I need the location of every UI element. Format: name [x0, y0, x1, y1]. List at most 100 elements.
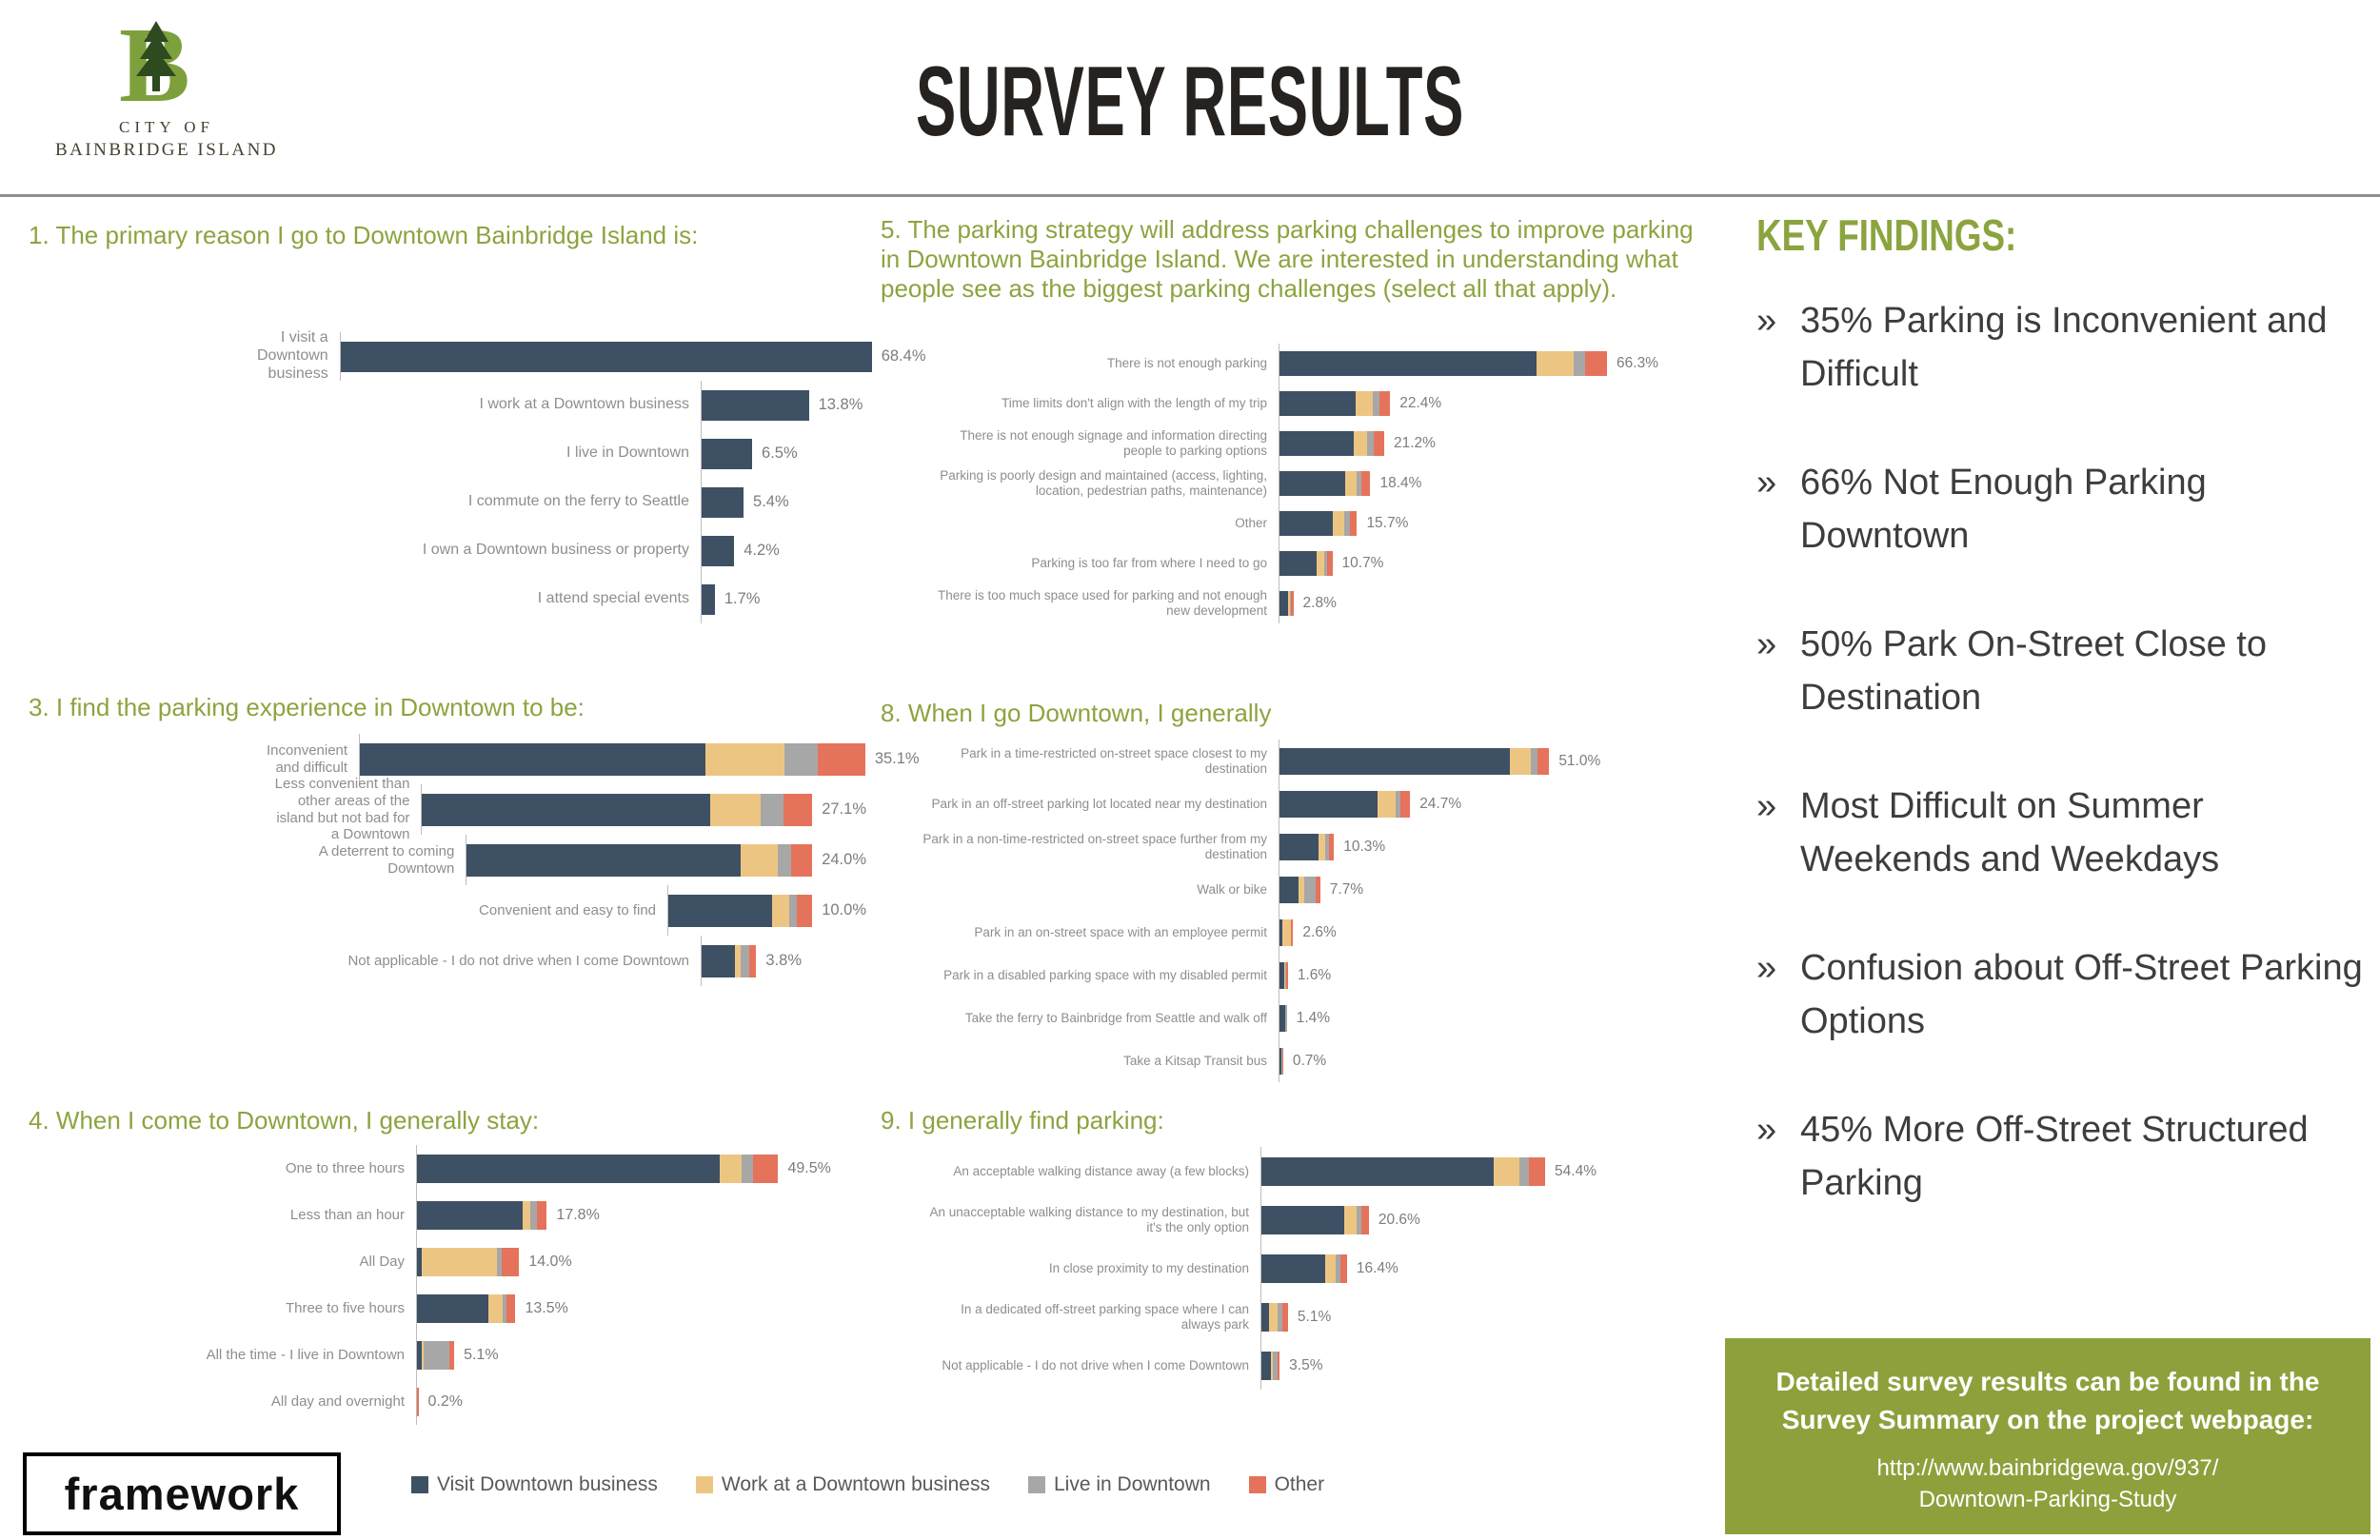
legend-swatch	[1248, 1476, 1266, 1493]
value-label: 24.0%	[822, 851, 866, 868]
bar-segment	[1530, 747, 1538, 775]
bar	[1279, 464, 1371, 503]
category-label: Three to five hours	[285, 1299, 405, 1316]
key-finding-text: 66% Not Enough Parking Downtown	[1800, 463, 2207, 556]
bar	[1279, 740, 1550, 782]
bar-segment	[360, 742, 705, 776]
bar-segment	[1281, 918, 1291, 946]
value-label: 1.6%	[1297, 966, 1332, 983]
bar-segment	[1279, 876, 1299, 903]
bar-segment	[423, 1340, 450, 1370]
bar-segment	[702, 389, 809, 421]
logo-bainbridge-island: BAINBRIDGE ISLAND	[54, 140, 279, 160]
bar-segment	[1537, 747, 1550, 775]
bar-segment	[789, 894, 797, 927]
category-label: Not applicable - I do not drive when I c…	[942, 1357, 1249, 1372]
bar-segment	[1584, 351, 1608, 376]
value-label: 66.3%	[1616, 355, 1658, 371]
webpage-url[interactable]: http://www.bainbridgewa.gov/937/ Downtow…	[1763, 1452, 2332, 1515]
value-label: 0.2%	[427, 1392, 463, 1410]
bar-segment	[1357, 1205, 1362, 1234]
bar-segment	[760, 793, 783, 826]
chart-body: There is not enough parking 66.3% Time lim…	[881, 344, 1718, 623]
value-label: 7.7%	[1329, 880, 1364, 898]
value-label: 3.8%	[765, 952, 803, 969]
chart-row: There is too much space used for parking…	[881, 583, 1718, 623]
legend-label: Live in Downtown	[1053, 1473, 1211, 1495]
bar-segment	[502, 1293, 506, 1323]
bar	[1260, 1293, 1288, 1341]
category-label: There is not enough signage and informat…	[960, 428, 1267, 458]
bar	[701, 381, 809, 429]
bar-segment	[1285, 1004, 1287, 1032]
webpage-url-line2[interactable]: Downtown-Parking-Study	[1918, 1487, 2177, 1512]
bar-segment	[742, 1154, 753, 1183]
category-label: I work at a Downtown business	[479, 396, 689, 413]
value-label: 10.0%	[822, 901, 866, 918]
chart-row: All Day 14.0%	[29, 1238, 866, 1285]
value-label: 15.7%	[1366, 515, 1409, 531]
value-label: 18.4%	[1379, 475, 1422, 491]
bar-segment	[1279, 961, 1284, 989]
bar-segment	[1271, 1351, 1274, 1380]
chart-row: I attend special events 1.7%	[29, 575, 866, 623]
page-title: SURVEY RESULTS	[915, 47, 1465, 157]
webpage-note: Detailed survey results can be found in …	[1775, 1367, 2320, 1434]
chart-row: There is not enough parking 66.3%	[881, 344, 1718, 384]
category-label: I live in Downtown	[566, 444, 689, 462]
bar-segment	[1279, 351, 1537, 376]
bar-segment	[1528, 1156, 1546, 1186]
chart-row: In close proximity to my destination 16.4…	[881, 1244, 1718, 1293]
bar-segment	[720, 1154, 743, 1183]
bainbridge-b-icon: B	[119, 13, 190, 114]
bar	[1279, 954, 1288, 997]
bar-segment	[1349, 511, 1358, 536]
bar-segment	[1378, 391, 1391, 416]
category-label: Time limits don't align with the length …	[1002, 396, 1267, 411]
bar-segment	[771, 894, 790, 927]
bar-segment	[1281, 1302, 1288, 1332]
chart-body: An acceptable walking distance away (a f…	[881, 1147, 1718, 1390]
chart-row: I own a Downtown business or property 4.2…	[29, 526, 866, 575]
bar-segment	[1315, 876, 1320, 903]
category-label: Convenient and easy to find	[479, 901, 657, 918]
bar-segment	[1279, 918, 1282, 946]
bar-segment	[1279, 790, 1378, 818]
bar-segment	[1325, 833, 1329, 860]
webpage-url-line1[interactable]: http://www.bainbridgewa.gov/937/	[1876, 1455, 2219, 1481]
value-label: 21.2%	[1394, 435, 1436, 451]
bar	[701, 936, 757, 986]
category-label: Inconvenient and difficult	[267, 741, 348, 776]
bar-segment	[1279, 391, 1357, 416]
bullet-icon: »	[1756, 463, 1777, 503]
chart-body: One to three hours 49.5% Less than an hour…	[29, 1145, 866, 1425]
bar-segment	[740, 843, 778, 877]
bar	[1260, 1195, 1369, 1244]
chart-row: Parking is poorly design and maintained …	[881, 464, 1718, 503]
chart-row: Other 15.7%	[881, 503, 1718, 543]
bar	[416, 1378, 419, 1425]
key-findings-title: KEY FINDINGS:	[1756, 210, 2017, 260]
chart-title: 1. The primary reason I go to Downtown B…	[29, 221, 699, 249]
chart-row: Park in an on-street space with an emplo…	[881, 911, 1718, 954]
bar-segment	[1261, 1205, 1344, 1234]
bar-segment	[1509, 747, 1531, 775]
category-label: I own a Downtown business or property	[422, 542, 689, 559]
bar-segment	[1285, 961, 1288, 989]
bar-segment	[784, 742, 818, 776]
category-label: Park in a non-time-restricted on-street …	[922, 831, 1267, 861]
bar-segment	[705, 742, 785, 776]
bar	[1260, 1147, 1546, 1195]
bar-segment	[1291, 591, 1294, 616]
value-label: 5.1%	[464, 1346, 499, 1363]
bar-segment	[1261, 1302, 1270, 1332]
bar-segment	[1284, 961, 1286, 989]
bar-segment	[1361, 1205, 1369, 1234]
key-finding-text: 50% Park On-Street Close to Destination	[1800, 624, 2267, 718]
legend-label: Work at a Downtown business	[721, 1473, 990, 1495]
bar-segment	[422, 1247, 498, 1276]
category-label: I commute on the ferry to Seattle	[467, 493, 689, 510]
bar-segment	[752, 1154, 779, 1183]
key-finding-text: Most Difficult on Summer Weekends and We…	[1800, 786, 2220, 879]
legend-swatch	[1027, 1476, 1045, 1493]
